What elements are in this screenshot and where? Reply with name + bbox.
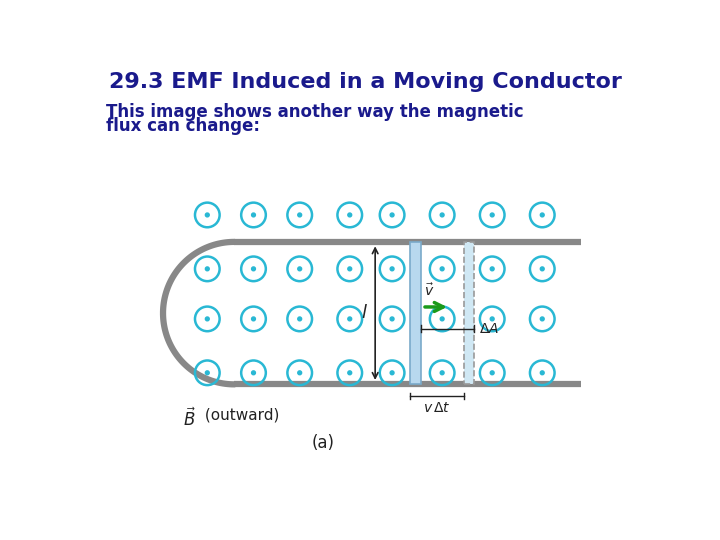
Text: $\vec{B}$: $\vec{B}$ [183, 408, 196, 430]
Circle shape [540, 317, 544, 321]
Text: $l$: $l$ [361, 304, 367, 322]
Circle shape [298, 267, 302, 271]
Text: $\vec{v}$: $\vec{v}$ [423, 282, 434, 299]
Circle shape [251, 371, 256, 375]
Circle shape [348, 371, 351, 375]
Circle shape [540, 267, 544, 271]
Circle shape [390, 213, 394, 217]
Text: (outward): (outward) [199, 408, 279, 422]
Circle shape [390, 371, 394, 375]
Text: (a): (a) [311, 434, 334, 453]
Bar [410, 242, 420, 384]
Circle shape [251, 213, 256, 217]
Circle shape [440, 213, 444, 217]
Circle shape [490, 213, 494, 217]
Circle shape [205, 317, 210, 321]
Circle shape [490, 371, 494, 375]
Circle shape [390, 317, 394, 321]
Circle shape [490, 267, 494, 271]
Circle shape [251, 267, 256, 271]
Circle shape [490, 317, 494, 321]
Text: flux can change:: flux can change: [106, 117, 260, 135]
Text: $\Delta A$: $\Delta A$ [479, 321, 499, 335]
Circle shape [205, 213, 210, 217]
Circle shape [251, 317, 256, 321]
Circle shape [440, 267, 444, 271]
Circle shape [205, 267, 210, 271]
Circle shape [440, 317, 444, 321]
Circle shape [440, 371, 444, 375]
Bar [464, 242, 474, 384]
Circle shape [298, 371, 302, 375]
Text: $v\,\Delta t$: $v\,\Delta t$ [423, 401, 451, 415]
Circle shape [348, 317, 351, 321]
Circle shape [205, 371, 210, 375]
Circle shape [298, 317, 302, 321]
Circle shape [390, 267, 394, 271]
Circle shape [540, 371, 544, 375]
Circle shape [298, 213, 302, 217]
Circle shape [348, 267, 351, 271]
Text: This image shows another way the magnetic: This image shows another way the magneti… [106, 103, 523, 122]
Circle shape [540, 213, 544, 217]
Text: 29.3 EMF Induced in a Moving Conductor: 29.3 EMF Induced in a Moving Conductor [109, 72, 621, 92]
Circle shape [348, 213, 351, 217]
